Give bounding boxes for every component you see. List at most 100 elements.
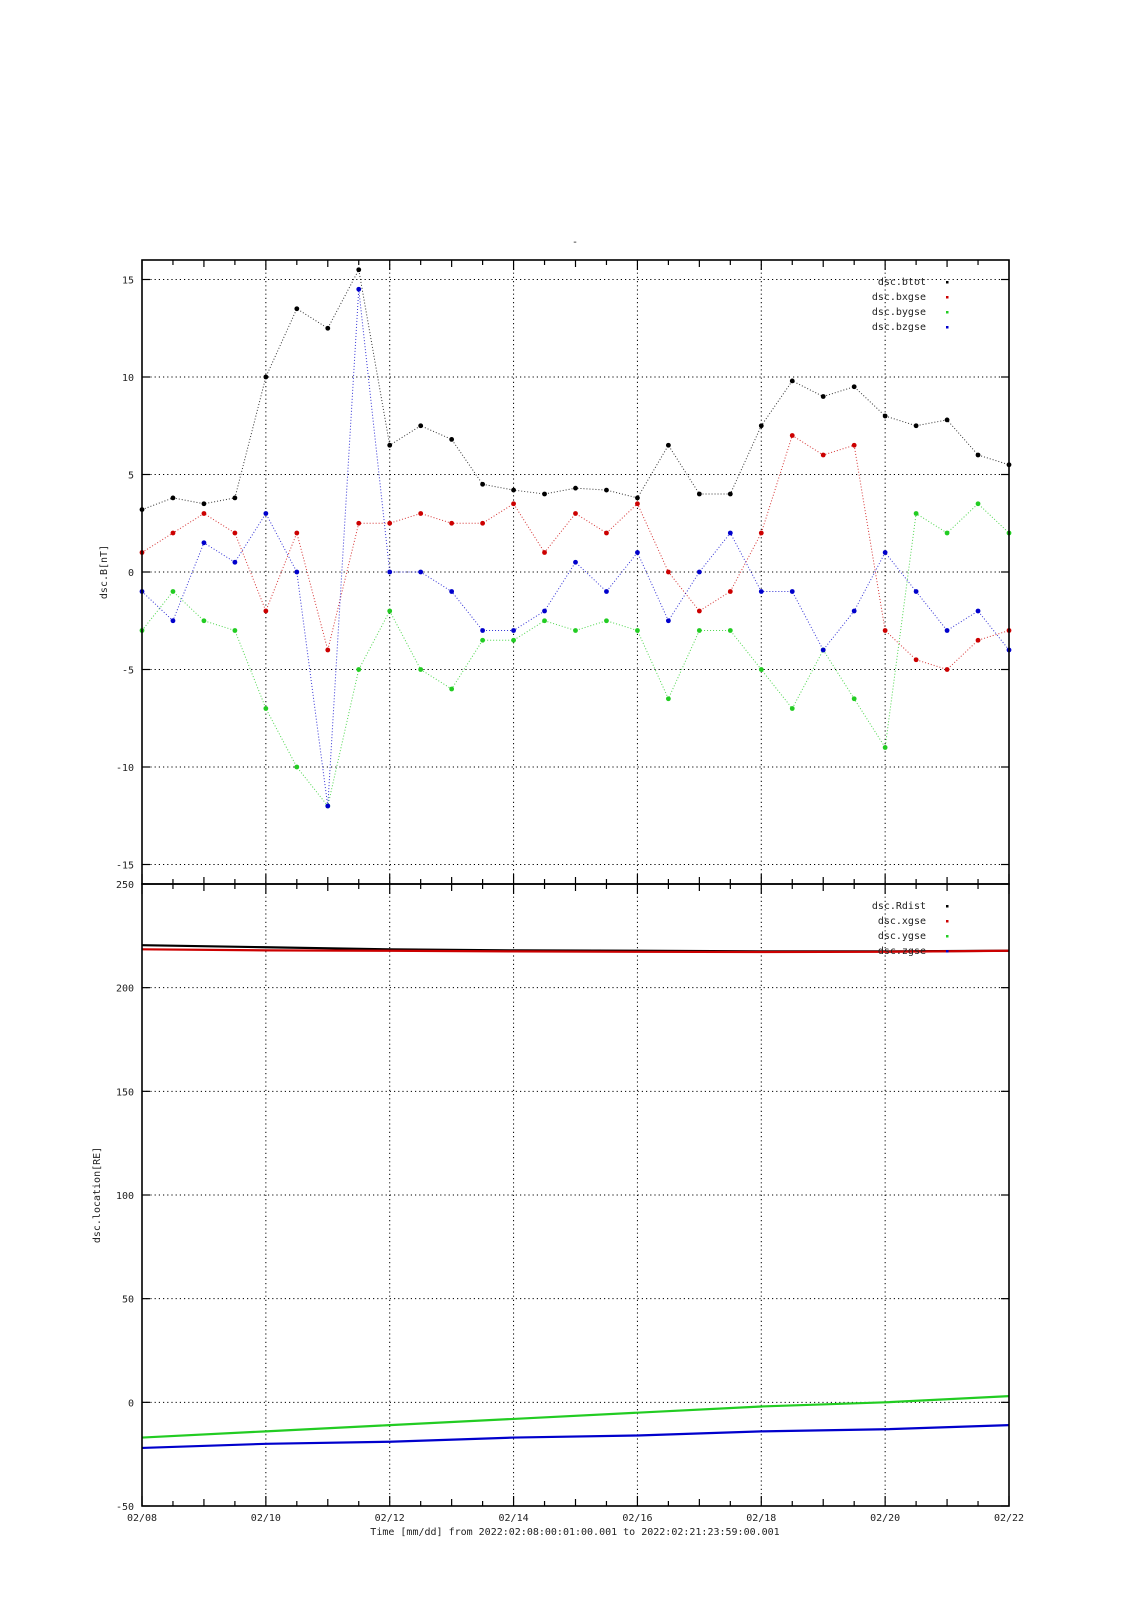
legend-label: dsc.bxgse xyxy=(872,292,926,303)
legend-label: dsc.xgse xyxy=(878,916,926,927)
x-tick-label: 02/20 xyxy=(870,1513,900,1524)
data-point xyxy=(356,667,362,672)
legend-label: dsc.bzgse xyxy=(872,322,926,333)
y-tick-label: 5 xyxy=(128,471,134,482)
data-point xyxy=(232,559,238,565)
data-point xyxy=(665,696,671,702)
data-point xyxy=(975,501,981,507)
data-point xyxy=(913,423,919,429)
y-tick-label: 0 xyxy=(128,568,134,579)
series-dsc.bzgse xyxy=(139,286,1012,809)
x-tick-label: 02/10 xyxy=(251,1513,281,1524)
tick-marks-b xyxy=(141,260,1010,884)
data-point xyxy=(294,306,300,312)
data-point xyxy=(975,608,981,614)
series-trace xyxy=(141,268,1010,511)
data-point xyxy=(201,511,207,516)
grid-location xyxy=(142,884,1009,1506)
data-point xyxy=(789,706,795,711)
x-axis-label: Time [mm/dd] from 2022:02:08:00:01:00.00… xyxy=(370,1527,779,1538)
panel-magnetic-field: 15 10 5 0 -5 -10 -15 dsc.B[nT] dsc.btot dsc.bxg… xyxy=(99,259,1012,885)
data-point xyxy=(294,530,300,536)
data-point xyxy=(263,511,269,516)
data-point xyxy=(882,745,888,750)
data-point xyxy=(604,487,609,493)
series-trace xyxy=(141,434,1010,671)
legend-label: dsc.btot xyxy=(878,277,926,288)
data-point xyxy=(604,530,609,536)
y-tick-label: 150 xyxy=(116,1087,134,1098)
series-trace xyxy=(141,289,1010,807)
data-point xyxy=(325,803,331,809)
y-tick-label: 100 xyxy=(116,1191,134,1202)
x-tick-label: 02/22 xyxy=(994,1513,1024,1524)
x-tick-label: 02/12 xyxy=(375,1513,405,1524)
data-point xyxy=(201,501,207,507)
y-axis-label-b: dsc.B[nT] xyxy=(99,545,110,599)
data-point xyxy=(325,325,331,331)
x-tick-labels: 02/08 02/10 02/12 02/14 02/16 02/18 02/20 02/22 xyxy=(127,1513,1024,1524)
series-line-dsc.zgse xyxy=(141,1424,1010,1450)
x-tick-label: 02/18 xyxy=(746,1513,776,1524)
data-point xyxy=(665,618,671,624)
data-point xyxy=(170,589,176,594)
x-tick-label: 02/14 xyxy=(499,1513,529,1524)
data-point xyxy=(913,589,919,594)
data-point xyxy=(604,618,609,624)
top-mark: - xyxy=(572,237,578,248)
legend-label: dsc.bygse xyxy=(872,307,926,318)
y-tick-label: -15 xyxy=(116,861,134,872)
data-point xyxy=(387,520,393,526)
legend-swatch xyxy=(946,935,949,938)
data-point xyxy=(325,647,331,653)
data-point xyxy=(573,511,578,516)
legend-swatch xyxy=(946,281,949,284)
data-point xyxy=(356,267,362,273)
data-point xyxy=(944,628,950,633)
tick-marks-location xyxy=(141,883,1010,1507)
series-dsc.bygse xyxy=(139,501,1012,809)
data-point xyxy=(542,491,547,497)
data-point xyxy=(696,569,702,575)
data-point xyxy=(758,530,764,536)
data-point xyxy=(449,520,455,526)
data-point xyxy=(232,628,238,633)
legend-swatch xyxy=(946,920,949,923)
y-tick-labels-b: 15 10 5 0 -5 -10 -15 xyxy=(116,276,134,872)
x-tick-label: 02/08 xyxy=(127,1513,157,1524)
series-dsc.btot xyxy=(139,267,1012,512)
data-point xyxy=(573,485,578,491)
series-dsc.bxgse xyxy=(139,433,1012,672)
y-tick-label: 200 xyxy=(116,984,134,995)
data-points-b xyxy=(139,267,1012,809)
legend-swatch xyxy=(946,326,949,329)
data-point xyxy=(944,530,950,536)
data-point xyxy=(820,647,826,653)
data-point xyxy=(635,628,640,633)
legend-b: dsc.btot dsc.bxgse dsc.bygse dsc.bzgse xyxy=(872,277,949,333)
data-point xyxy=(975,452,981,458)
data-lines-location xyxy=(141,944,1010,1450)
data-point xyxy=(356,520,362,526)
y-tick-label: -5 xyxy=(122,666,134,677)
legend-label: dsc.zgse xyxy=(878,946,926,957)
grid-b xyxy=(142,260,1009,884)
data-point xyxy=(511,637,516,643)
data-point xyxy=(387,569,393,575)
data-point xyxy=(820,394,826,399)
y-tick-label: 0 xyxy=(128,1398,134,1409)
data-point xyxy=(418,511,424,516)
data-point xyxy=(882,413,888,419)
data-point xyxy=(480,637,486,643)
data-point xyxy=(665,442,671,448)
y-tick-label: 250 xyxy=(116,880,134,891)
series-line-dsc.xgse xyxy=(141,948,1010,954)
y-tick-label: 10 xyxy=(122,373,134,384)
legend-swatch xyxy=(946,311,949,314)
data-point xyxy=(944,667,950,672)
y-tick-labels-location: 250 200 150 100 50 0 -50 xyxy=(116,880,134,1513)
y-tick-label: -10 xyxy=(116,763,134,774)
y-axis-label-location: dsc.location[RE] xyxy=(92,1147,103,1243)
series-trace xyxy=(141,503,1010,808)
